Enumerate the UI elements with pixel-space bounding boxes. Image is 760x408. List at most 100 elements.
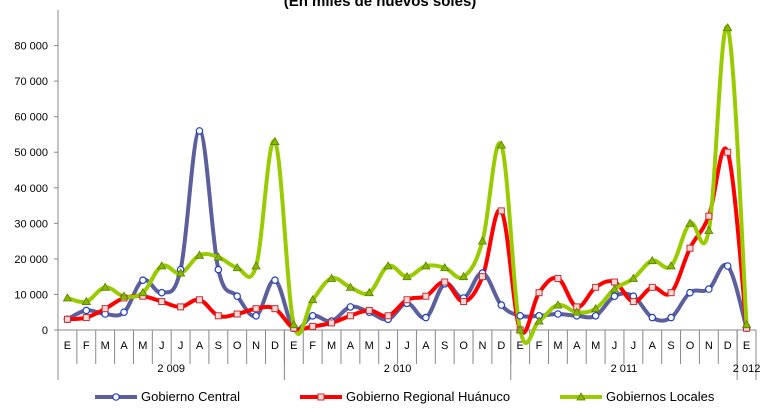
data-point <box>628 273 639 282</box>
x-tick-label: M <box>591 340 600 352</box>
data-point <box>685 218 695 227</box>
data-point <box>422 292 430 300</box>
data-point <box>667 313 675 322</box>
legend-label: Gobiernos Locales <box>606 389 715 404</box>
data-point <box>383 261 393 270</box>
year-group-label: 2 012 <box>733 363 760 375</box>
data-point <box>62 293 73 302</box>
data-point <box>591 311 600 320</box>
data-point <box>440 262 450 272</box>
data-point <box>346 303 355 311</box>
x-tick-label: M <box>138 340 147 352</box>
legend-label: Gobierno Regional Huánuco <box>346 389 510 404</box>
data-point <box>458 271 469 281</box>
x-tick-label: S <box>441 340 448 352</box>
x-tick-label: A <box>573 340 581 352</box>
data-point <box>195 127 204 135</box>
y-axis: 0 10 000 20 000 30 000 40 000 50 000 60 000 70 … <box>14 10 59 337</box>
y-tick-label: 60 000 <box>14 112 48 124</box>
x-tick-label: N <box>252 340 260 352</box>
x-tick-label: A <box>347 340 355 352</box>
data-point <box>100 282 110 291</box>
data-point <box>271 305 279 313</box>
data-point <box>441 278 449 286</box>
data-point <box>666 261 676 270</box>
data-point <box>214 312 222 320</box>
data-point <box>648 313 657 322</box>
x-tick-label: E <box>290 340 297 352</box>
data-point <box>326 273 337 282</box>
data-point <box>252 311 260 320</box>
data-point <box>648 283 656 291</box>
data-point <box>497 301 506 309</box>
series-lines <box>65 24 749 345</box>
data-point <box>610 292 619 301</box>
data-point <box>177 303 185 311</box>
x-tick-label: J <box>178 340 184 352</box>
legend-marker <box>317 393 325 401</box>
data-point <box>421 261 431 270</box>
year-group-label: 2 011 <box>611 363 638 375</box>
data-point <box>686 244 694 252</box>
legend-label: Gobierno Central <box>141 389 240 404</box>
data-point <box>328 319 336 327</box>
x-tick-label: S <box>215 340 222 352</box>
data-point <box>309 322 317 330</box>
x-tick-label: J <box>404 340 410 352</box>
data-point <box>647 255 657 265</box>
x-tick-label: J <box>631 340 637 352</box>
x-tick-label: A <box>196 340 204 352</box>
data-point <box>82 306 91 315</box>
data-point <box>364 287 374 297</box>
data-point <box>723 22 733 32</box>
data-point <box>496 140 507 149</box>
data-point <box>120 308 128 317</box>
legend: Gobierno Central Gobierno Regional Huánuc… <box>95 389 715 404</box>
data-point <box>101 305 109 313</box>
y-tick-label: 70 000 <box>14 76 48 88</box>
x-tick-label: E <box>743 340 750 352</box>
x-tick-label: A <box>422 340 430 352</box>
series-markers <box>62 22 752 334</box>
data-point <box>81 296 91 305</box>
data-point <box>667 289 675 297</box>
data-point <box>214 265 223 274</box>
data-point <box>346 312 354 320</box>
data-point <box>554 274 562 282</box>
legend-marker <box>576 392 586 401</box>
data-point <box>308 311 317 320</box>
data-point <box>251 261 261 270</box>
x-tick-label: S <box>667 340 674 352</box>
data-point <box>590 303 601 313</box>
data-point <box>553 300 563 309</box>
data-point <box>63 315 71 323</box>
y-tick-label: 50 000 <box>14 147 48 159</box>
data-point <box>704 225 714 234</box>
data-point <box>365 306 373 314</box>
x-tick-label: M <box>327 340 336 352</box>
x-tick-label: O <box>686 340 695 352</box>
data-point <box>723 262 732 270</box>
data-point <box>741 319 752 329</box>
data-point <box>175 268 186 277</box>
y-tick-label: 40 000 <box>14 183 48 195</box>
data-point <box>233 310 241 318</box>
data-point <box>213 252 224 261</box>
data-point <box>516 311 524 320</box>
data-point <box>422 313 430 322</box>
data-point <box>289 319 299 329</box>
x-tick-label: O <box>459 340 468 352</box>
x-tick-label: M <box>553 340 562 352</box>
x-tick-label: J <box>612 340 618 352</box>
data-point <box>252 305 260 313</box>
data-point <box>271 276 279 285</box>
x-tick-label: N <box>705 340 713 352</box>
data-point <box>724 148 732 156</box>
data-point <box>270 136 280 145</box>
data-point <box>157 288 166 297</box>
year-group-label: 2 009 <box>157 363 185 375</box>
x-tick-label: F <box>309 340 316 352</box>
data-point <box>686 288 694 297</box>
chart-title: (En miles de nuevos soles) <box>284 0 477 10</box>
